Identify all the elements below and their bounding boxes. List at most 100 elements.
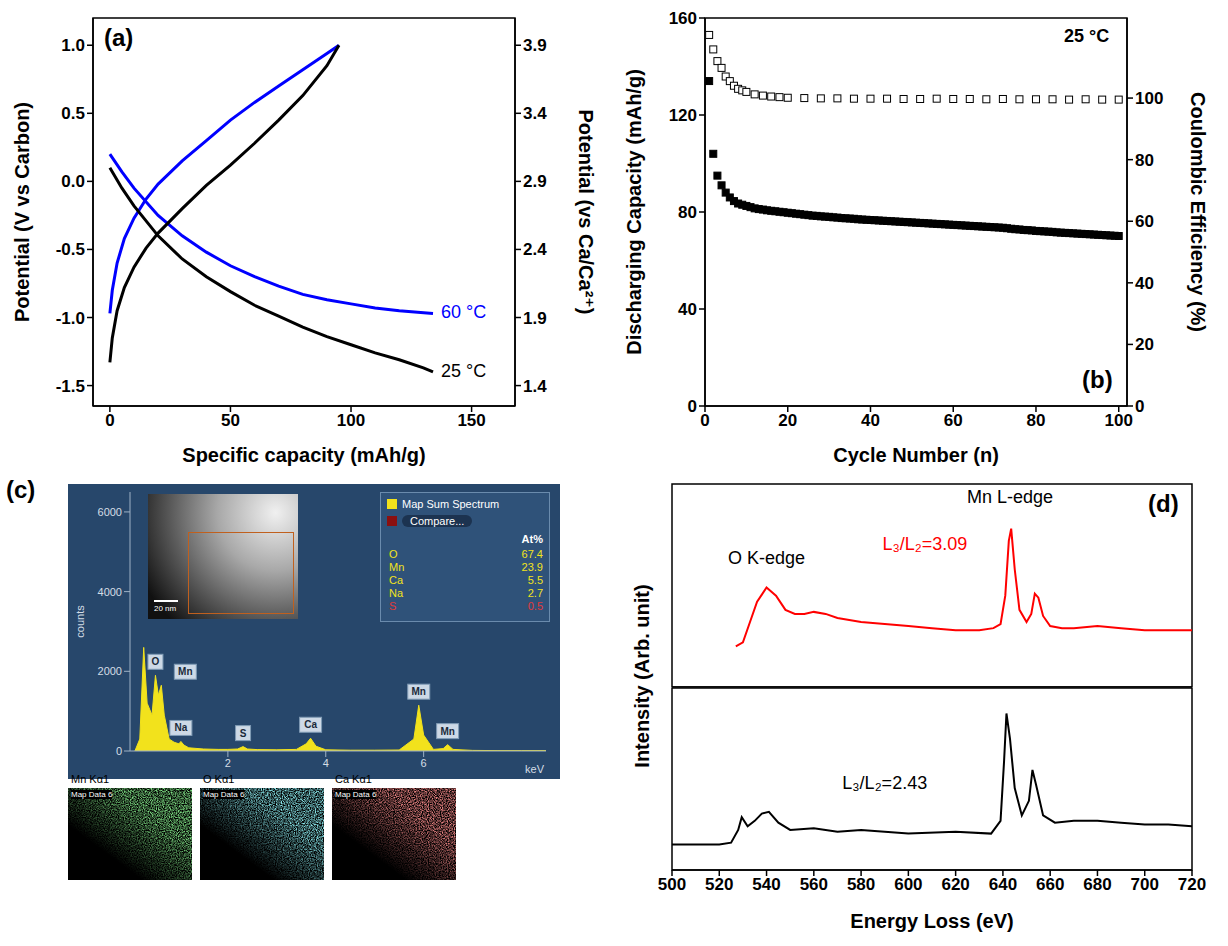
- svg-text:Coulombic Efficiency (%): Coulombic Efficiency (%): [1187, 92, 1209, 332]
- svg-text:0: 0: [1135, 397, 1144, 416]
- html-text:20 nm: 20 nm: [154, 604, 177, 613]
- svg-text:600: 600: [894, 875, 922, 894]
- svg-text:6: 6: [421, 757, 427, 769]
- svg-text:L₃/L₂=2.43: L₃/L₂=2.43: [842, 773, 927, 793]
- svg-text:-1.0: -1.0: [56, 309, 85, 328]
- html-text:Mn: Mn: [389, 561, 405, 573]
- svg-text:S: S: [240, 728, 247, 739]
- svg-text:660: 660: [1036, 875, 1064, 894]
- svg-text:Energy Loss (eV): Energy Loss (eV): [850, 910, 1013, 932]
- svg-text:Specific capacity (mAh/g): Specific capacity (mAh/g): [182, 444, 425, 466]
- svg-text:-0.5: -0.5: [56, 240, 85, 259]
- html-text:(d): (d): [1148, 490, 1179, 517]
- svg-text:160: 160: [669, 9, 697, 28]
- svg-text:4000: 4000: [98, 586, 122, 598]
- svg-text:80: 80: [1027, 411, 1046, 430]
- svg-text:540: 540: [752, 875, 780, 894]
- svg-text:0: 0: [688, 397, 697, 416]
- svg-text:1.9: 1.9: [523, 309, 547, 328]
- svg-text:Cycle Number (n): Cycle Number (n): [833, 444, 999, 466]
- html-text:O: O: [389, 548, 398, 560]
- svg-text:6000: 6000: [98, 506, 122, 518]
- svg-text:Potential (vs Ca/Ca²⁺): Potential (vs Ca/Ca²⁺): [575, 109, 597, 314]
- svg-text:2.9: 2.9: [523, 172, 547, 191]
- svg-text:0: 0: [116, 745, 122, 757]
- svg-text:120: 120: [669, 106, 697, 125]
- svg-text:counts: counts: [74, 605, 86, 638]
- svg-text:20: 20: [778, 411, 797, 430]
- svg-text:Ca: Ca: [304, 719, 317, 730]
- svg-text:3.9: 3.9: [523, 36, 547, 55]
- svg-text:100: 100: [337, 411, 365, 430]
- svg-text:Discharging Capacity (mAh/g): Discharging Capacity (mAh/g): [623, 69, 645, 355]
- svg-text:2000: 2000: [98, 665, 122, 677]
- svg-text:-1.5: -1.5: [56, 377, 85, 396]
- svg-text:O K-edge: O K-edge: [728, 548, 805, 568]
- svg-text:2.4: 2.4: [523, 240, 547, 259]
- svg-text:640: 640: [989, 875, 1017, 894]
- html-text:S: S: [389, 600, 397, 612]
- svg-text:L₃/L₂=3.09: L₃/L₂=3.09: [882, 534, 967, 554]
- html-text:67.4: 67.4: [521, 548, 543, 560]
- html-text:(a): (a): [104, 24, 134, 51]
- svg-text:Na: Na: [175, 722, 188, 733]
- html-text:(c): (c): [6, 476, 36, 503]
- html-text:5.5: 5.5: [527, 574, 543, 586]
- svg-text:500: 500: [658, 875, 686, 894]
- svg-text:1.4: 1.4: [523, 377, 547, 396]
- svg-text:580: 580: [847, 875, 875, 894]
- html-text:Compare...: Compare...: [410, 515, 465, 527]
- html-text:Map Sum Spectrum: Map Sum Spectrum: [402, 498, 500, 510]
- svg-text:560: 560: [800, 875, 828, 894]
- svg-text:80: 80: [678, 203, 697, 222]
- html-text:Na: Na: [389, 587, 404, 599]
- svg-text:100: 100: [1105, 411, 1133, 430]
- svg-text:0.5: 0.5: [61, 104, 85, 123]
- svg-text:720: 720: [1178, 875, 1206, 894]
- svg-text:O: O: [152, 656, 160, 667]
- svg-text:520: 520: [705, 875, 733, 894]
- html-text:23.9: 23.9: [521, 561, 543, 573]
- svg-text:Mn: Mn: [440, 726, 454, 737]
- html-text:0.5: 0.5: [527, 600, 543, 612]
- svg-text:60: 60: [944, 411, 963, 430]
- svg-text:2: 2: [225, 757, 231, 769]
- svg-text:20: 20: [1135, 335, 1154, 354]
- html-text:Ca: Ca: [389, 574, 404, 586]
- svg-text:40: 40: [678, 300, 697, 319]
- html-text:2.7: 2.7: [527, 587, 543, 599]
- svg-text:100: 100: [1135, 89, 1163, 108]
- svg-text:620: 620: [941, 875, 969, 894]
- html-text:Intensity (Arb. unit): Intensity (Arb. unit): [631, 584, 653, 768]
- svg-text:60: 60: [1135, 212, 1154, 231]
- svg-text:Mn: Mn: [412, 686, 426, 697]
- html-text:Map Data 6: Map Data 6: [203, 790, 245, 799]
- svg-text:Potential (V vs Carbon): Potential (V vs Carbon): [11, 102, 33, 322]
- html-text:25 °C: 25 °C: [1064, 26, 1110, 46]
- svg-text:keV: keV: [525, 763, 545, 775]
- svg-text:150: 150: [457, 411, 485, 430]
- svg-text:80: 80: [1135, 151, 1154, 170]
- svg-text:700: 700: [1131, 875, 1159, 894]
- svg-text:4: 4: [323, 757, 329, 769]
- svg-text:40: 40: [1135, 274, 1154, 293]
- svg-text:40: 40: [861, 411, 880, 430]
- html-text:O Kα1: O Kα1: [203, 773, 235, 785]
- svg-text:Mn: Mn: [178, 666, 192, 677]
- html-text:(b): (b): [1082, 366, 1113, 393]
- html-text:Ca Kα1: Ca Kα1: [335, 773, 372, 785]
- svg-text:3.4: 3.4: [523, 104, 547, 123]
- html-text:At%: At%: [521, 533, 543, 545]
- svg-text:0: 0: [700, 411, 709, 430]
- html-text:Map Data 6: Map Data 6: [335, 790, 377, 799]
- svg-text:Mn L-edge: Mn L-edge: [967, 487, 1053, 507]
- svg-text:1.0: 1.0: [61, 36, 85, 55]
- svg-text:680: 680: [1083, 875, 1111, 894]
- html-text:Mn Kα1: Mn Kα1: [71, 773, 110, 785]
- svg-text:60 °C: 60 °C: [441, 302, 486, 322]
- svg-text:50: 50: [221, 411, 240, 430]
- html-text:Map Data 6: Map Data 6: [71, 790, 113, 799]
- svg-text:0: 0: [105, 411, 114, 430]
- svg-text:0.0: 0.0: [61, 172, 85, 191]
- svg-text:25 °C: 25 °C: [441, 361, 486, 381]
